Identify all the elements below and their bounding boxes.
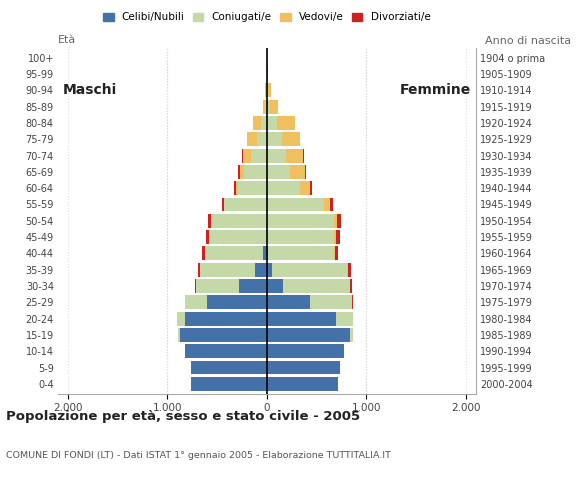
Bar [244, 165, 267, 179]
Bar [267, 279, 282, 293]
Bar [324, 198, 331, 211]
Bar [185, 312, 267, 325]
Bar [277, 116, 295, 130]
Bar [268, 246, 335, 260]
Bar [267, 165, 289, 179]
Legend: Celibi/Nubili, Coniugati/e, Vedovi/e, Divorziati/e: Celibi/Nubili, Coniugati/e, Vedovi/e, Di… [99, 8, 434, 26]
Bar [268, 84, 271, 97]
Bar [267, 263, 272, 276]
Bar [238, 181, 267, 195]
Bar [255, 263, 267, 276]
Bar [196, 279, 239, 293]
Bar [267, 149, 286, 163]
Bar [257, 132, 267, 146]
Bar [265, 84, 266, 97]
Bar [224, 198, 267, 211]
Bar [338, 214, 342, 228]
Bar [336, 230, 340, 244]
Bar [267, 84, 268, 97]
Bar [267, 312, 336, 325]
Bar [286, 149, 303, 163]
Bar [282, 132, 300, 146]
Bar [331, 198, 333, 211]
Bar [265, 100, 267, 114]
Bar [267, 214, 335, 228]
Bar [335, 214, 338, 228]
Bar [205, 246, 263, 260]
Bar [335, 230, 336, 244]
Bar [202, 246, 205, 260]
Bar [253, 116, 261, 130]
Bar [267, 181, 300, 195]
Bar [304, 165, 306, 179]
Bar [267, 100, 270, 114]
Bar [242, 149, 243, 163]
Bar [347, 263, 349, 276]
Bar [267, 328, 350, 342]
Text: COMUNE DI FONDI (LT) - Dati ISTAT 1° gennaio 2005 - Elaborazione TUTTITALIA.IT: COMUNE DI FONDI (LT) - Dati ISTAT 1° gen… [6, 451, 391, 460]
Text: Femmine: Femmine [400, 84, 470, 97]
Bar [209, 230, 267, 244]
Bar [266, 84, 267, 97]
Bar [267, 132, 282, 146]
Bar [336, 312, 353, 325]
Bar [350, 328, 353, 342]
Bar [211, 214, 267, 228]
Bar [208, 214, 211, 228]
Bar [222, 198, 224, 211]
Bar [261, 116, 267, 130]
Bar [310, 295, 352, 309]
Bar [195, 279, 196, 293]
Bar [272, 263, 347, 276]
Text: Età: Età [58, 35, 76, 45]
Text: Maschi: Maschi [63, 84, 117, 97]
Bar [238, 165, 240, 179]
Bar [263, 100, 265, 114]
Bar [247, 132, 257, 146]
Bar [267, 344, 345, 358]
Text: Anno di nascita: Anno di nascita [485, 36, 571, 46]
Bar [251, 149, 267, 163]
Bar [234, 181, 236, 195]
Bar [267, 230, 335, 244]
Bar [240, 165, 244, 179]
Bar [185, 295, 207, 309]
Bar [200, 263, 255, 276]
Bar [350, 279, 352, 293]
Bar [198, 263, 200, 276]
Bar [289, 165, 304, 179]
Bar [191, 377, 267, 391]
Bar [191, 360, 267, 374]
Bar [267, 360, 340, 374]
Bar [267, 246, 268, 260]
Bar [300, 181, 310, 195]
Bar [267, 67, 269, 81]
Bar [352, 295, 353, 309]
Bar [267, 295, 310, 309]
Bar [207, 295, 267, 309]
Bar [267, 377, 338, 391]
Bar [178, 328, 180, 342]
Bar [335, 246, 338, 260]
Bar [270, 100, 278, 114]
Bar [180, 328, 267, 342]
Bar [236, 181, 238, 195]
Bar [267, 198, 324, 211]
Text: Popolazione per età, sesso e stato civile - 2005: Popolazione per età, sesso e stato civil… [6, 410, 360, 423]
Bar [243, 149, 251, 163]
Bar [349, 263, 351, 276]
Bar [206, 230, 209, 244]
Bar [267, 116, 277, 130]
Bar [263, 246, 267, 260]
Bar [282, 279, 350, 293]
Bar [185, 344, 267, 358]
Bar [177, 312, 185, 325]
Bar [239, 279, 267, 293]
Bar [310, 181, 311, 195]
